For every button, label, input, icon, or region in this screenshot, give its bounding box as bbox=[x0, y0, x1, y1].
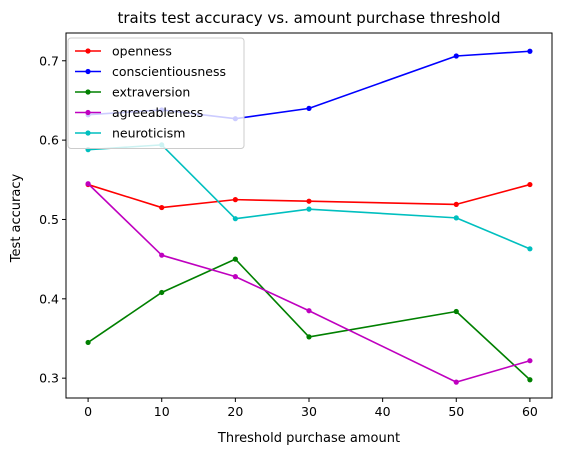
series-neuroticism bbox=[85, 142, 533, 252]
x-tick-label: 10 bbox=[154, 404, 170, 419]
data-point-extraversion bbox=[85, 339, 91, 346]
series-line-extraversion bbox=[87, 258, 531, 381]
y-tick-label: 0.3 bbox=[39, 371, 59, 386]
y-tick-label: 0.7 bbox=[39, 53, 59, 68]
y-tick-label: 0.4 bbox=[39, 291, 59, 306]
data-point-openness bbox=[453, 201, 459, 207]
legend-label: neuroticism bbox=[112, 126, 185, 141]
data-point-agreeableness bbox=[159, 252, 165, 258]
data-point-agreeableness bbox=[306, 308, 312, 314]
data-point-conscientiousness bbox=[306, 105, 312, 111]
legend-label: agreeableness bbox=[112, 105, 203, 120]
legend-item-extraversion: extraversion bbox=[75, 85, 190, 100]
legend-marker bbox=[85, 48, 91, 54]
legend: openness conscientiousness extraversion agr… bbox=[67, 37, 245, 149]
legend-marker bbox=[85, 89, 91, 95]
x-tick-label: 50 bbox=[448, 404, 464, 419]
legend-marker bbox=[85, 109, 91, 116]
y-tick-label: 0.6 bbox=[39, 133, 59, 148]
data-point-extraversion bbox=[159, 289, 165, 296]
data-point-neuroticism bbox=[453, 215, 459, 221]
legend-item-conscientiousness: conscientiousness bbox=[75, 64, 226, 79]
x-tick-label: 20 bbox=[227, 404, 243, 419]
data-point-openness bbox=[527, 181, 533, 188]
data-point-agreeableness bbox=[85, 181, 91, 187]
legend-marker bbox=[85, 130, 91, 136]
data-point-conscientiousness bbox=[527, 48, 533, 54]
legend-label: extraversion bbox=[112, 85, 190, 100]
data-point-extraversion bbox=[306, 334, 312, 340]
legend-box bbox=[67, 37, 245, 149]
data-point-openness bbox=[306, 198, 312, 204]
series-agreeableness bbox=[85, 181, 533, 385]
data-point-agreeableness bbox=[232, 274, 238, 280]
y-tick-label: 0.5 bbox=[39, 212, 59, 227]
data-point-conscientiousness bbox=[453, 53, 459, 59]
data-point-extraversion bbox=[527, 377, 533, 383]
series-openness bbox=[85, 181, 533, 211]
legend-item-openness: openness bbox=[75, 44, 172, 59]
legend-item-neuroticism: neuroticism bbox=[75, 126, 185, 141]
legend-item-agreeableness: agreeableness bbox=[75, 105, 203, 120]
y-axis-label: Test accuracy bbox=[9, 174, 24, 264]
series-line-openness bbox=[87, 183, 531, 209]
data-point-extraversion bbox=[232, 256, 238, 262]
x-axis-label: Threshold purchase amount bbox=[217, 431, 400, 446]
data-point-openness bbox=[232, 197, 238, 203]
data-point-neuroticism bbox=[306, 206, 312, 212]
series-line-agreeableness bbox=[87, 183, 531, 383]
legend-label: openness bbox=[112, 44, 172, 59]
chart-title: traits test accuracy vs. amount purchase… bbox=[117, 9, 500, 27]
axes: 0 10 20 30 40 50 60 0.3 0.4 0.5 0.6 0.7 bbox=[39, 32, 553, 419]
data-point-openness bbox=[159, 204, 165, 211]
x-tick-label: 30 bbox=[301, 404, 317, 419]
x-tick-label: 60 bbox=[522, 404, 538, 419]
legend-marker bbox=[85, 68, 91, 75]
legend-label: conscientiousness bbox=[112, 64, 226, 79]
data-point-neuroticism bbox=[232, 216, 238, 222]
series-line-neuroticism bbox=[88, 144, 531, 250]
x-tick-label: 40 bbox=[375, 404, 391, 419]
data-point-agreeableness bbox=[527, 358, 533, 364]
x-tick-label: 0 bbox=[84, 404, 92, 419]
data-point-neuroticism bbox=[527, 246, 533, 252]
series-extraversion bbox=[85, 256, 533, 383]
data-point-agreeableness bbox=[453, 379, 459, 385]
data-point-extraversion bbox=[453, 308, 459, 315]
